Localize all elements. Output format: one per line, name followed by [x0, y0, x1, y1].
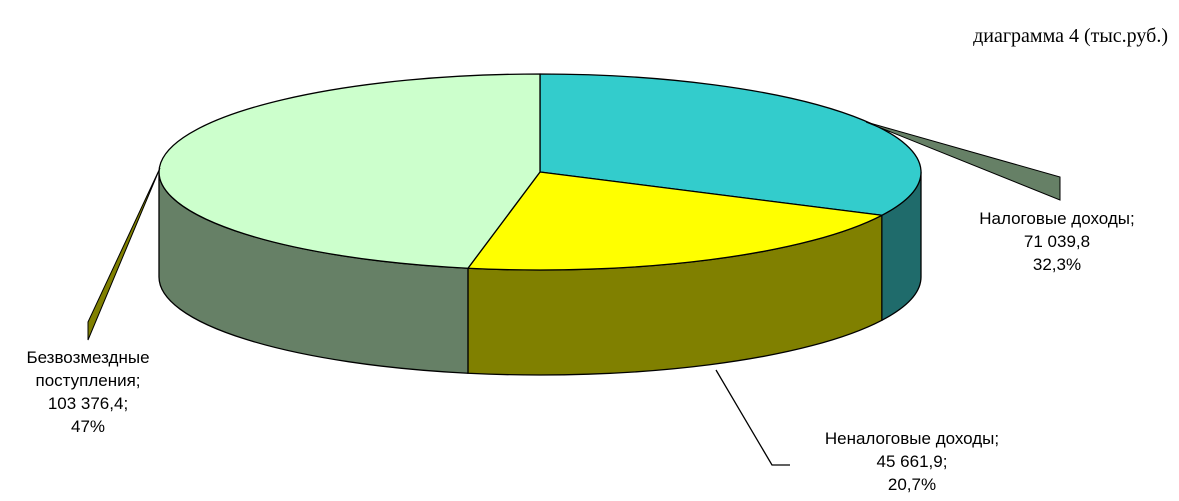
leader-безвозмездные-поступления: [87, 167, 161, 341]
data-label-line: Налоговые доходы;: [979, 209, 1134, 228]
data-label-line: Неналоговые доходы;: [825, 429, 999, 448]
leader-неналоговые-доходы: [715, 369, 790, 466]
data-label-line: 71 039,8: [1024, 232, 1090, 251]
data-label-line: Безвозмездные: [26, 348, 149, 367]
slice-безвозмездные-поступления: [158, 73, 541, 269]
data-label-line: 32,3%: [1033, 255, 1081, 274]
data-label-неналоговые-доходы: Неналоговые доходы; 45 661,9; 20,7%: [825, 429, 999, 494]
data-label-line: поступления;: [35, 371, 140, 390]
data-label-безвозмездные-поступления: Безвозмездные поступления; 103 376,4; 47%: [26, 348, 149, 436]
leader-налоговые-доходы: [865, 121, 1061, 201]
slice-налоговые-доходы: [539, 73, 922, 216]
pie-sides: [158, 171, 922, 376]
leader-lines: [87, 121, 1061, 466]
data-label-налоговые-доходы: Налоговые доходы; 71 039,8 32,3%: [979, 209, 1134, 274]
data-label-line: 47%: [71, 417, 105, 436]
pie-tops: [158, 73, 922, 271]
data-label-line: 45 661,9;: [877, 452, 948, 471]
data-labels: Налоговые доходы; 71 039,8 32,3% Неналоговы…: [26, 209, 1134, 494]
slice-неналоговые-доходы: [467, 171, 883, 271]
data-label-line: 20,7%: [888, 475, 936, 494]
chart-title: диаграмма 4 (тыс.руб.): [973, 25, 1168, 47]
data-label-line: 103 376,4;: [48, 394, 128, 413]
